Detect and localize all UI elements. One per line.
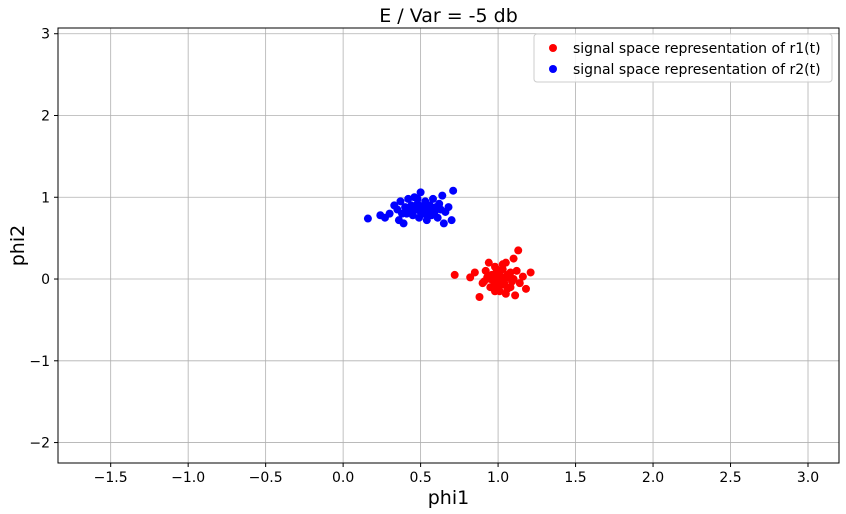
- scatter-point-series-1: [481, 266, 490, 275]
- scatter-point-series-1: [514, 246, 523, 255]
- scatter-point-series-1: [515, 279, 524, 288]
- y-tick-label: −2: [29, 436, 50, 452]
- x-tick-label: −1.0: [171, 470, 205, 486]
- scatter-point-series-2: [429, 194, 438, 203]
- x-tick-label: −1.5: [94, 470, 128, 486]
- x-tick-label: 3.0: [797, 470, 819, 486]
- scatter-point-series-2: [363, 214, 372, 223]
- scatter-point-series-2: [449, 186, 458, 195]
- scatter-point-series-1: [475, 293, 484, 302]
- scatter-point-series-1: [506, 283, 515, 292]
- scatter-point-series-2: [416, 188, 425, 197]
- scatter-point-series-1: [509, 275, 518, 284]
- scatter-point-series-1: [492, 265, 501, 274]
- scatter-point-series-2: [427, 204, 436, 213]
- scatter-point-series-1: [498, 260, 507, 269]
- scatter-point-series-2: [413, 194, 422, 203]
- scatter-point-series-1: [484, 258, 493, 267]
- chart-title: E / Var = -5 db: [379, 5, 518, 27]
- scatter-point-series-1: [503, 270, 512, 279]
- scatter-point-series-1: [450, 270, 459, 279]
- x-tick-label: −0.5: [249, 470, 283, 486]
- legend: signal space representation of r1(t) sign…: [533, 33, 833, 83]
- x-tick-label: 1.0: [487, 470, 509, 486]
- scatter-point-series-2: [438, 191, 447, 200]
- scatter-point-series-2: [447, 216, 456, 225]
- scatter-point-series-1: [490, 287, 499, 296]
- y-tick-label: 2: [41, 108, 50, 124]
- scatter-point-series-2: [444, 203, 453, 212]
- scatter-point-series-1: [526, 268, 535, 277]
- scatter-point-series-1: [480, 277, 489, 286]
- scatter-point-series-1: [470, 268, 479, 277]
- scatter-point-series-2: [424, 211, 433, 220]
- scatter-point-series-1: [497, 280, 506, 289]
- plot-area-frame: [57, 27, 840, 464]
- scatter-point-series-2: [404, 194, 413, 203]
- scatter-point-series-1: [509, 254, 518, 263]
- scatter-point-series-2: [416, 207, 425, 216]
- x-tick-label: 2.0: [642, 470, 664, 486]
- grid: [58, 28, 839, 463]
- scatter-point-series-2: [408, 203, 417, 212]
- scatter-point-series-2: [398, 209, 407, 218]
- x-tick-label: 1.5: [564, 470, 586, 486]
- scatter-point-series-2: [399, 219, 408, 228]
- x-tick-label: 2.5: [719, 470, 741, 486]
- x-axis-label: phi1: [428, 487, 469, 509]
- legend-marker: [549, 65, 557, 73]
- scatter-point-series-1: [511, 291, 520, 300]
- scatter-point-series-1: [521, 284, 530, 293]
- scatter-point-series-2: [419, 201, 428, 210]
- y-tick-label: 3: [41, 27, 50, 43]
- legend-marker: [549, 44, 557, 52]
- scatter-point-series-2: [433, 213, 442, 222]
- y-tick-label: 1: [41, 190, 50, 206]
- scatter-point-series-2: [396, 197, 405, 206]
- scatter-point-series-1: [518, 272, 527, 281]
- legend-entry-label: signal space representation of r2(t): [573, 62, 821, 78]
- scatter-point-series-2: [385, 209, 394, 218]
- scatter-point-series-1: [512, 266, 521, 275]
- scatter-point-series-1: [501, 289, 510, 298]
- y-tick-label: −1: [29, 354, 50, 370]
- axis-ticks: −1.5 −1.0 −0.5 0.0 0.5 1.0 1.5 2.0 2.5 3.0 −2 −1 0 1 2…: [29, 27, 819, 486]
- scatter-point-series-2: [439, 219, 448, 228]
- y-tick-label: 0: [41, 272, 50, 288]
- data-points: [363, 186, 535, 302]
- legend-box: [533, 33, 833, 83]
- x-tick-label: 0.5: [409, 470, 431, 486]
- scatter-point-series-1: [486, 275, 495, 284]
- x-tick-label: 0.0: [332, 470, 354, 486]
- y-axis-label: phi2: [7, 225, 29, 266]
- legend-entry-label: signal space representation of r1(t): [573, 41, 821, 57]
